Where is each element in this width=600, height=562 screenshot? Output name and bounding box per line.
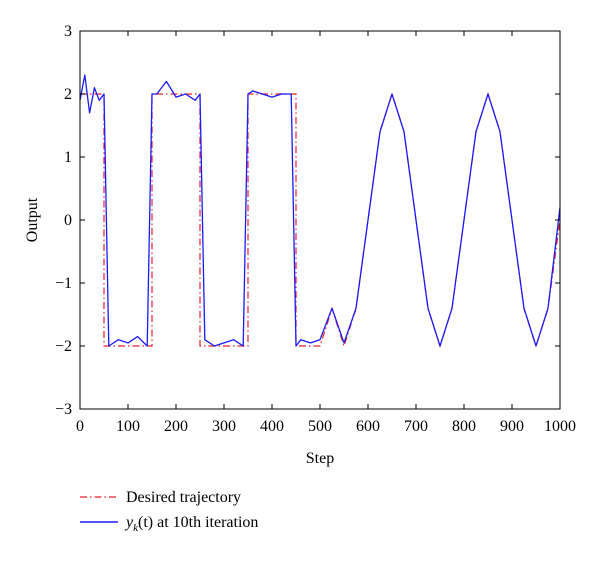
x-tick-label: 200 <box>164 418 188 435</box>
x-tick-label: 500 <box>308 418 332 435</box>
x-tick-label: 0 <box>76 418 84 435</box>
y-axis-label: Output <box>24 197 41 242</box>
x-tick-label: 700 <box>404 418 428 435</box>
tick-layer: 0 100 200 300 400 500 600 700 800 900 1000 −3 −2 −1 0 1… <box>55 23 576 435</box>
x-axis-label: Step <box>306 450 334 467</box>
y-tick-label: 3 <box>64 23 72 40</box>
series-desired-trajectory <box>80 92 561 348</box>
desired-trajectory-layer <box>80 92 561 348</box>
x-tick-label: 400 <box>260 418 284 435</box>
legend-label-output-rest: (t) at 10th iteration <box>138 514 258 531</box>
y-tick-label: 0 <box>64 212 72 229</box>
x-tick-label: 800 <box>452 418 476 435</box>
x-tick-label: 300 <box>212 418 236 435</box>
legend-label-output: yk(t) at 10th iteration <box>124 514 258 534</box>
x-tick-label: 600 <box>356 418 380 435</box>
y-tick-label: 1 <box>64 149 72 166</box>
x-tick-label: 1000 <box>544 418 576 435</box>
y-tick-label: −3 <box>55 401 72 418</box>
y-tick-label: −2 <box>55 338 72 355</box>
legend-label-output-main: y <box>124 514 134 531</box>
legend-label-desired-trajectory: Desired trajectory <box>126 489 241 506</box>
y-tick-label: 2 <box>64 86 72 103</box>
x-tick-label: 100 <box>116 418 140 435</box>
series-output-10th-iteration <box>79 74 561 347</box>
output-series-layer <box>79 74 561 347</box>
legend: Desired trajectory yk(t) at 10th iterati… <box>80 489 258 534</box>
x-tick-label: 900 <box>500 418 524 435</box>
y-tick-label: −1 <box>55 275 72 292</box>
legend-label-output-sub: k <box>133 522 139 534</box>
